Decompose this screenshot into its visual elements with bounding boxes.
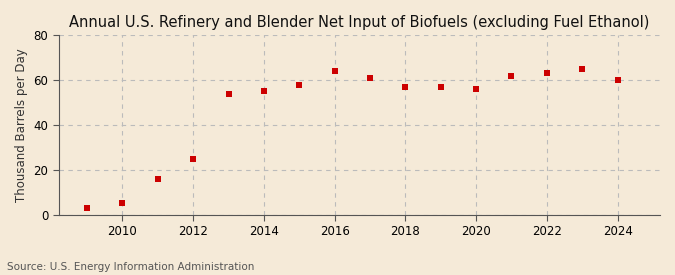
Point: [364, 76, 375, 80]
Title: Annual U.S. Refinery and Blender Net Input of Biofuels (excluding Fuel Ethanol): Annual U.S. Refinery and Blender Net Inp…: [70, 15, 649, 30]
Point: [188, 156, 198, 161]
Y-axis label: Thousand Barrels per Day: Thousand Barrels per Day: [15, 48, 28, 202]
Point: [400, 85, 411, 89]
Point: [612, 78, 623, 82]
Point: [541, 71, 552, 76]
Text: Source: U.S. Energy Information Administration: Source: U.S. Energy Information Administ…: [7, 262, 254, 272]
Point: [294, 82, 304, 87]
Point: [117, 201, 128, 206]
Point: [153, 177, 163, 181]
Point: [577, 67, 588, 71]
Point: [259, 89, 269, 94]
Point: [435, 85, 446, 89]
Point: [223, 91, 234, 96]
Point: [329, 69, 340, 73]
Point: [470, 87, 481, 91]
Point: [506, 73, 517, 78]
Point: [82, 206, 92, 210]
